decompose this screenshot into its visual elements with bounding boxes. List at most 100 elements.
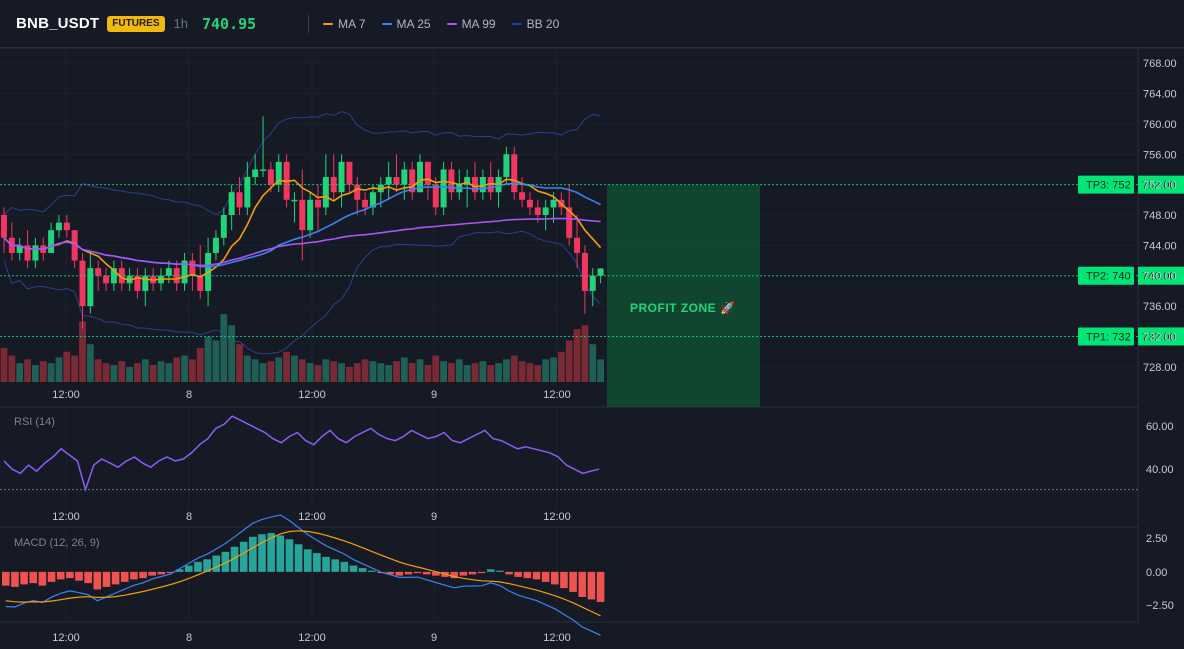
volume-bar bbox=[220, 314, 228, 382]
macd-hist-bar bbox=[267, 533, 275, 572]
macd-hist-bar bbox=[212, 555, 221, 572]
profit-zone-label: PROFIT ZONE 🚀 bbox=[630, 301, 735, 315]
time-tick: 12:00 bbox=[543, 511, 571, 523]
macd-hist-bar bbox=[276, 535, 285, 572]
volume-bar bbox=[275, 357, 283, 382]
volume-bars bbox=[0, 314, 604, 382]
macd-hist-bar bbox=[450, 571, 458, 579]
tp-tag-3 bbox=[1078, 175, 1134, 194]
time-tick: 8 bbox=[186, 389, 192, 401]
candle-body bbox=[338, 161, 345, 193]
candle-body bbox=[212, 237, 219, 253]
tp-tag-label-2: TP2: 740 bbox=[1086, 271, 1131, 283]
tp-axis-tag-1 bbox=[1138, 327, 1184, 346]
volume-bar bbox=[448, 363, 455, 382]
volume-bar bbox=[565, 340, 573, 382]
volume-bar bbox=[471, 363, 479, 382]
volume-bar bbox=[39, 361, 47, 382]
candle-body bbox=[409, 169, 416, 193]
volume-bar bbox=[283, 351, 290, 382]
macd-hist-bar bbox=[249, 536, 257, 572]
candle-body bbox=[63, 222, 70, 231]
candle-body bbox=[542, 207, 549, 215]
volume-bar bbox=[589, 344, 597, 382]
macd-hist-bar bbox=[313, 553, 321, 572]
volume-bar bbox=[141, 359, 149, 382]
macd-hist-bar bbox=[368, 570, 376, 572]
candle-body bbox=[322, 177, 329, 208]
volume-bar bbox=[518, 361, 526, 382]
macd-hist-bar bbox=[596, 571, 605, 602]
time-tick: 12:00 bbox=[298, 511, 326, 523]
ma25-swatch bbox=[381, 22, 392, 25]
tp-tag-2 bbox=[1078, 266, 1134, 285]
candle-body bbox=[165, 268, 172, 276]
macd-hist-bar bbox=[587, 571, 596, 600]
candle-body bbox=[79, 260, 86, 307]
volume-bar bbox=[71, 355, 79, 382]
ma7-swatch bbox=[323, 22, 334, 25]
volume-bar bbox=[110, 365, 118, 382]
candle-body bbox=[48, 230, 55, 253]
candle-body bbox=[589, 275, 596, 291]
candle-body bbox=[244, 177, 251, 208]
header-divider bbox=[308, 14, 310, 33]
candle-body bbox=[369, 192, 376, 208]
symbol-name[interactable]: BNB_USDT bbox=[16, 15, 100, 32]
macd-hist-bar bbox=[523, 571, 532, 579]
volume-bar bbox=[361, 359, 369, 382]
tp-tag-1 bbox=[1078, 327, 1134, 346]
price-tick: 728.00 bbox=[1143, 362, 1177, 374]
macd-hist-bar bbox=[432, 571, 440, 576]
time-tick: 12:00 bbox=[543, 389, 571, 401]
legend-ma99[interactable]: MA 99 bbox=[446, 17, 496, 31]
legend-bb20-label: BB 20 bbox=[526, 16, 560, 31]
bb-upper bbox=[3, 110, 601, 216]
volume-bar bbox=[259, 363, 267, 382]
candle-body bbox=[236, 192, 243, 208]
ma99-swatch bbox=[446, 22, 457, 25]
time-tick: 8 bbox=[186, 632, 192, 644]
macd-hist-bar bbox=[20, 571, 28, 585]
price-tick: 756.00 bbox=[1143, 149, 1177, 161]
candle-body bbox=[95, 268, 102, 276]
interval-selector[interactable]: 1h bbox=[173, 16, 188, 31]
candle-body bbox=[291, 199, 298, 202]
macd-hist-bar bbox=[285, 539, 294, 572]
candle-body bbox=[401, 169, 408, 185]
macd-hist-bar bbox=[29, 571, 38, 584]
candle-body bbox=[597, 268, 604, 276]
candle-body bbox=[519, 192, 526, 200]
volume-bar bbox=[306, 363, 314, 382]
price-axis: 768.00 764.00 760.00 756.00 752.00 748.00 744.… bbox=[1143, 58, 1177, 374]
candle-body bbox=[267, 169, 274, 185]
macd-hist-bar bbox=[331, 559, 339, 572]
macd-hist-bar bbox=[505, 571, 513, 575]
macd-hist-bar bbox=[477, 571, 486, 574]
volume-bar bbox=[118, 361, 126, 382]
volume-bar bbox=[440, 361, 447, 382]
legend-bb20[interactable]: BB 20 bbox=[511, 16, 560, 31]
macd-hist-bar bbox=[2, 571, 10, 586]
volume-bar bbox=[212, 340, 220, 382]
profit-zone: PROFIT ZONE 🚀 bbox=[607, 184, 760, 407]
volume-bar bbox=[534, 365, 542, 382]
macd-hist-bar bbox=[541, 571, 550, 582]
candle-body bbox=[440, 169, 447, 208]
time-tick: 12:00 bbox=[52, 389, 80, 401]
rsi-tick-60: 60.00 bbox=[1146, 421, 1174, 433]
volume-bar bbox=[424, 365, 432, 382]
macd-hist-bar bbox=[486, 569, 495, 572]
volume-bar bbox=[463, 365, 471, 382]
volume-bar bbox=[526, 363, 534, 382]
macd-hist-bar bbox=[66, 571, 74, 579]
legend-ma25[interactable]: MA 25 bbox=[381, 17, 431, 31]
macd-hist-bar bbox=[349, 565, 358, 572]
legend-ma7[interactable]: MA 7 bbox=[323, 17, 366, 31]
macd-tick-neg-2-5: −2.50 bbox=[1146, 600, 1174, 612]
candlesticks bbox=[1, 116, 604, 329]
tp-axis-tag-2 bbox=[1138, 266, 1184, 285]
rsi-line bbox=[3, 415, 600, 493]
indicator-legend: MA 7 MA 25 MA 99 BB 20 bbox=[323, 17, 575, 31]
